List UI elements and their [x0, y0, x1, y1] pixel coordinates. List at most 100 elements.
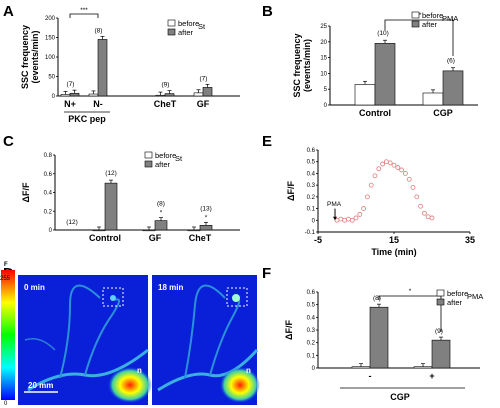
scale-bar-label: 20 mm: [28, 381, 53, 390]
category-label: -: [369, 371, 372, 381]
data-point: [364, 194, 370, 200]
x-tick-label: 15: [389, 235, 399, 245]
data-point: [383, 159, 389, 165]
legend-swatch-before: [144, 151, 153, 159]
y-tick-label: 0.2: [44, 209, 53, 215]
data-point: [361, 206, 367, 211]
y-tick-label: 0: [49, 228, 53, 234]
data-point: [338, 216, 344, 222]
image-frame-0min: 0 min n 20 mm: [18, 275, 152, 405]
y-axis-label: SSC frequency(events/min): [20, 25, 40, 89]
y-tick-label: 0.2: [307, 341, 316, 347]
data-point: [429, 215, 435, 221]
y-tick-label: 0.4: [307, 315, 316, 321]
y-tick-label: 20: [320, 40, 327, 46]
image-frame-18min: 18 min n: [152, 275, 260, 405]
y-tick-label: 0.6: [44, 172, 53, 178]
annotation-arrowhead: [333, 216, 337, 221]
y-tick-label: 10: [320, 71, 327, 77]
bar-after-N+: [69, 92, 80, 97]
y-axis-label: SSC frequency(events/min): [292, 33, 312, 97]
significance-bracket: [384, 19, 454, 56]
y-tick-label: 0.4: [307, 171, 316, 177]
bar-before-GF: [193, 92, 204, 97]
y-tick-label: 0: [52, 94, 56, 100]
n-label: (12): [66, 219, 78, 226]
roi-box: [226, 287, 248, 307]
legend-label-before: before: [447, 289, 468, 298]
panel-label-a: A: [3, 3, 14, 20]
data-point: [414, 194, 420, 200]
bar-after-Control: [374, 43, 396, 106]
legend-suffix: PMA: [442, 14, 458, 23]
bar-before-Control: [92, 229, 106, 232]
y-tick-label: 0: [324, 103, 328, 109]
legend-swatch-after: [411, 20, 420, 28]
y-tick-label: 0.4: [44, 191, 53, 197]
legend-suffix: St: [198, 22, 206, 31]
y-tick-label: 15: [320, 56, 327, 62]
bar-before-CGP: [422, 92, 444, 106]
data-point: [406, 176, 412, 182]
significance-bracket: [378, 295, 442, 332]
y-tick-label: 0.1: [307, 207, 316, 213]
panel-label-f: F: [262, 265, 271, 282]
bar-before-+: [413, 366, 433, 369]
bar-before--: [351, 366, 371, 369]
data-point: [418, 203, 424, 209]
frame-label-18: 18 min: [158, 283, 183, 292]
legend-swatch-before: [167, 19, 176, 27]
bar-before-GF: [142, 229, 156, 232]
category-label: GF: [149, 233, 162, 243]
y-tick-label: 0.1: [307, 353, 316, 359]
legend-suffix: St: [175, 154, 183, 163]
legend-swatch-before: [411, 11, 420, 19]
legend-label-after: after: [422, 20, 438, 29]
legend-label-before: before: [155, 151, 176, 160]
y-axis-label-line: SSC frequency: [20, 25, 30, 89]
y-axis-label: ΔF/F: [286, 181, 296, 201]
y-axis-label-line: (events/min): [302, 39, 312, 92]
category-label: CheT: [154, 99, 177, 109]
category-label: Control: [89, 233, 121, 243]
bar-before-Control: [354, 84, 376, 106]
y-tick-label: 5: [324, 87, 328, 93]
data-point: [425, 214, 431, 220]
scale-letter: F: [4, 262, 8, 268]
legend-swatch-before: [436, 289, 445, 297]
data-point: [357, 212, 363, 217]
data-point: [402, 171, 408, 176]
data-point: [410, 185, 416, 190]
y-tick-label: 0.3: [307, 328, 316, 334]
significance-label: *: [409, 288, 412, 295]
chart-b: 0 5 10 15 20 25 SSC frequency(events/min) Contr…: [292, 11, 478, 118]
legend-swatch-after: [436, 298, 445, 306]
data-point: [376, 166, 382, 172]
bar-before-N+: [60, 94, 71, 97]
y-tick-label: 200: [45, 16, 56, 22]
legend-label-after: after: [447, 298, 463, 307]
data-point: [342, 217, 348, 223]
y-axis-label-line: ΔF/F: [284, 320, 294, 340]
chart-e: -0.1 0 0.1 0.2 0.3 0.4 0.5 0.6 ΔF/F -5 15 35 Time (m…: [286, 148, 475, 257]
significance-label: *: [205, 214, 208, 221]
n-label: (13): [200, 205, 212, 212]
y-tick-label: -0.1: [305, 230, 316, 236]
y-axis-label-line: (events/min): [30, 30, 40, 83]
y-tick-label: 0: [312, 218, 316, 224]
data-point: [345, 216, 351, 222]
n-label: (7): [200, 75, 208, 82]
y-tick-label: 50: [48, 75, 55, 81]
y-tick-label: 25: [320, 24, 327, 30]
bar-after-CheT: [199, 225, 213, 231]
legend-label-after: after: [178, 28, 194, 37]
bar-after-+: [431, 339, 451, 369]
panel-label-e: E: [262, 133, 272, 150]
category-label: CGP: [433, 108, 453, 118]
roi-box: [102, 287, 124, 307]
legend-swatch-after: [167, 28, 176, 36]
y-tick-label: 0.6: [307, 290, 316, 296]
x-tick-label: 35: [465, 235, 475, 245]
n-label: (10): [377, 30, 389, 37]
